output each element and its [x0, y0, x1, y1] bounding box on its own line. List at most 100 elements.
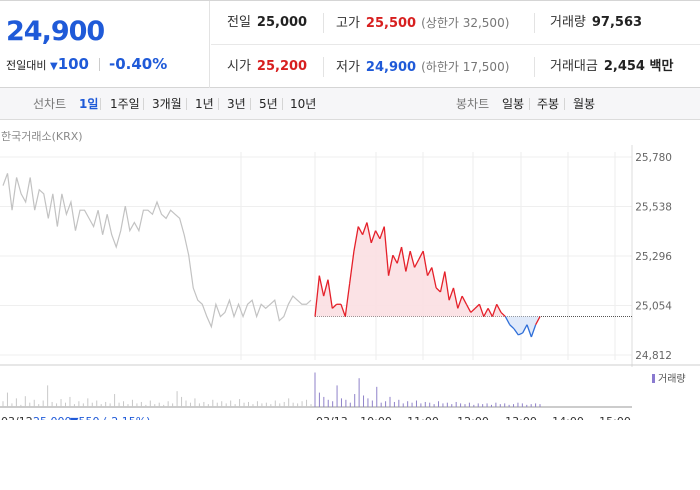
- chart-period-bar: 선차트 1일 1주일 3개월 1년 3년 5년 10년 봉차트 일봉 주봉 월봉: [0, 88, 700, 120]
- divider: [282, 98, 283, 110]
- today-price-segment: [500, 311, 506, 318]
- change-amount: 100: [57, 55, 89, 73]
- period-1-day[interactable]: 1일: [79, 97, 99, 111]
- today-price-segment: [379, 226, 385, 240]
- today-price-segment: [348, 251, 355, 284]
- divider: [250, 98, 251, 110]
- today-price-segment: [431, 267, 437, 289]
- volume-legend: 거래량: [658, 373, 686, 385]
- today-price-segment: [422, 250, 429, 276]
- today-price-segment: [526, 324, 532, 338]
- candle-weekly[interactable]: 주봉: [537, 97, 560, 111]
- low-label: 저가: [336, 60, 360, 75]
- today-price-segment: [444, 271, 450, 301]
- today-price-segment: [370, 230, 377, 244]
- period-10-years[interactable]: 10년: [290, 97, 317, 111]
- period-3-months[interactable]: 3개월: [152, 97, 182, 111]
- y-tick-label: 24,812: [635, 350, 672, 362]
- today-price-segment: [439, 271, 446, 293]
- divider: [323, 57, 324, 77]
- prev-close-value: 25,000: [256, 15, 308, 30]
- today-price-segment: [448, 287, 455, 301]
- today-price-segment: [392, 254, 398, 264]
- price-area-down: [315, 316, 540, 337]
- today-price-segment: [413, 258, 420, 268]
- x-tick-label: 14:00: [552, 415, 584, 420]
- today-price-segment: [491, 304, 498, 317]
- today-price-segment: [318, 275, 325, 297]
- today-price-segment: [474, 303, 480, 309]
- exchange-label: 한국거래소(KRX): [1, 130, 83, 143]
- today-price-segment: [435, 287, 441, 293]
- today-price-segment: [513, 328, 519, 336]
- today-price-segment: [361, 222, 368, 235]
- volume-legend-swatch: [652, 374, 655, 383]
- today-price-segment: [504, 316, 511, 326]
- lower-limit: (하한가 17,500): [421, 60, 510, 74]
- period-1-year[interactable]: 1년: [195, 97, 214, 111]
- period-3-years[interactable]: 3년: [227, 97, 246, 111]
- x-tick-label: 03/13: [316, 415, 348, 420]
- today-price-segment: [426, 267, 433, 276]
- divider: [564, 98, 565, 110]
- prev-close-cell: 전일 25,000: [227, 1, 307, 45]
- x-tick-label: 15:00: [599, 415, 631, 420]
- today-price-segment: [383, 226, 390, 276]
- candle-chart-label: 봉차트: [456, 97, 490, 111]
- open-label: 시가: [227, 59, 251, 74]
- price-stats: 전일 25,000 고가 25,500 (상한가 32,500) 거래량 97,563 …: [211, 1, 700, 89]
- today-price-segment: [461, 295, 468, 305]
- price-area-up: [315, 222, 540, 317]
- candle-monthly[interactable]: 월봉: [573, 97, 596, 111]
- x-tick-label: 10:00: [360, 415, 392, 420]
- stats-row-2: 시가 25,200 저가 24,900 (하한가 17,500) 거래대금 2,454 …: [211, 45, 700, 89]
- candle-daily[interactable]: 일봉: [502, 97, 525, 111]
- today-price-segment: [522, 324, 528, 334]
- open-value: 25,200: [256, 59, 308, 74]
- high-label: 고가: [336, 16, 360, 31]
- open-cell: 시가 25,200: [227, 45, 307, 89]
- trade-value-label: 거래대금: [550, 59, 598, 74]
- today-price-segment: [314, 275, 320, 317]
- today-price-segment: [353, 226, 359, 252]
- today-price-segment: [418, 250, 424, 260]
- divider: [218, 98, 219, 110]
- period-1-week[interactable]: 1주일: [110, 97, 140, 111]
- down-arrow-icon: ▼: [49, 61, 58, 72]
- current-price: 24,900: [6, 16, 105, 47]
- today-price-segment: [518, 332, 523, 336]
- trade-value-value: 2,454 백만: [603, 59, 674, 74]
- trade-value-cell: 거래대금 2,454 백만: [550, 45, 673, 89]
- prev-day-close: 25,000: [33, 415, 72, 420]
- today-price-segment: [331, 303, 338, 309]
- today-price-segment: [487, 308, 493, 317]
- today-price-segment: [340, 304, 346, 317]
- divider: [534, 13, 535, 33]
- today-price-segment: [375, 230, 381, 240]
- intraday-price-chart[interactable]: 한국거래소(KRX) 25,780 25,538 25,296 25,054 24,812…: [0, 120, 700, 420]
- today-price-segment: [327, 279, 333, 309]
- today-price-segment: [530, 324, 537, 338]
- volume-cell: 거래량 97,563: [550, 1, 642, 45]
- today-price-segment: [366, 222, 372, 244]
- line-chart-label: 선차트: [33, 97, 67, 111]
- period-5-years[interactable]: 5년: [259, 97, 278, 111]
- divider: [98, 58, 100, 71]
- today-price-segment: [396, 246, 403, 264]
- volume-label: 거래량: [550, 15, 586, 30]
- today-price-segment: [323, 279, 329, 297]
- y-tick-label: 25,538: [635, 202, 672, 214]
- today-price-segment: [452, 287, 459, 309]
- today-price-segment: [478, 304, 485, 317]
- today-price-segment: [387, 255, 394, 276]
- y-tick-label: 25,780: [635, 152, 672, 164]
- price-summary-panel: 24,900 전일대비 ▼100 -0.40% 전일 25,000 고가 25,50…: [0, 0, 700, 89]
- today-price-segment: [344, 283, 351, 317]
- y-tick-label: 25,054: [635, 301, 672, 313]
- today-price-segment: [457, 295, 463, 309]
- divider: [100, 98, 101, 110]
- high-value: 25,500: [365, 16, 417, 31]
- change-percent: -0.40%: [109, 55, 168, 73]
- prev-day-line: [2, 173, 312, 329]
- x-tick-label: 12:00: [457, 415, 489, 420]
